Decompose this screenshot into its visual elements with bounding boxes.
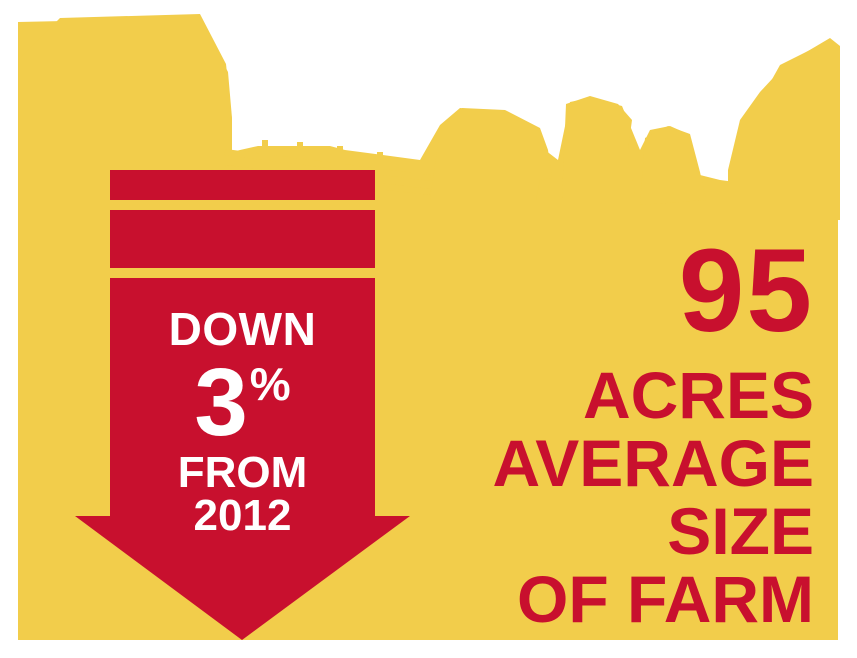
from-label: FROM [177,448,308,497]
percent-sign: % [249,358,291,410]
barn-icon [18,14,232,120]
stat-line-size: SIZE [667,494,814,568]
arrow-body [75,278,410,640]
arrow-bar-top [110,170,375,200]
cow-icon [640,126,706,205]
average-acres-number: 95 [678,225,814,357]
stat-line-of-farm: OF FARM [517,562,814,636]
year-label: 2012 [193,491,292,540]
down-arrow [75,170,410,640]
silo-building-icon [728,38,840,220]
stat-line-acres: ACRES [582,358,814,432]
percent-number: 3 [194,349,248,456]
down-label: DOWN [168,303,317,355]
stat-line-average: AVERAGE [492,426,815,500]
cow-icon [430,108,552,200]
arrow-bar-middle [110,210,375,268]
percent-value: 3% [110,355,375,451]
cow-icon [562,96,636,200]
